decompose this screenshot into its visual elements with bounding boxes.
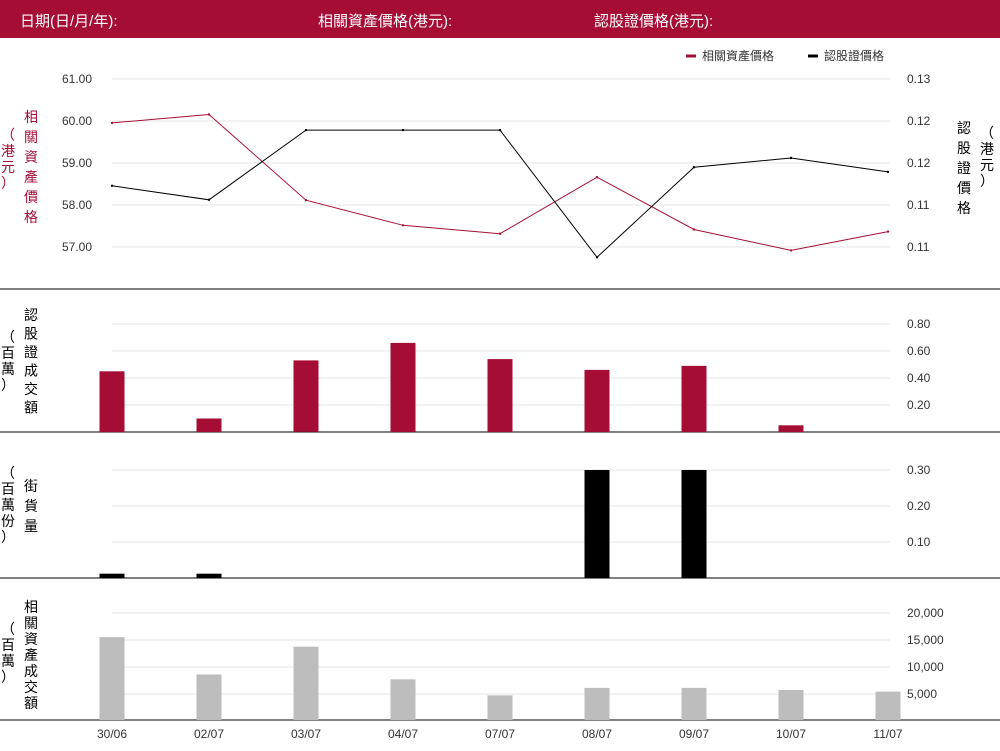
right-axis-title: 認股證價格: [957, 120, 971, 216]
left-tick-label: 60.00: [62, 114, 92, 128]
warrant-turnover-bar: [681, 365, 707, 433]
left-tick-label: 59.00: [62, 156, 92, 170]
warrant-price-point: [692, 166, 696, 169]
right-tick-label: 0.11: [907, 240, 930, 254]
outstanding-bar: [196, 573, 222, 578]
asset-price-point: [110, 121, 114, 125]
date-label: 日期(日/月/年):: [20, 13, 118, 30]
warrant-price-point: [595, 256, 599, 259]
warrant-price-point: [207, 198, 211, 201]
asset-price-point: [498, 232, 502, 235]
x-tick-label: 10/07: [776, 727, 806, 741]
right-tick-label: 0.13: [907, 72, 931, 86]
x-tick-label: 09/07: [679, 727, 709, 741]
warrant-price-line: [111, 129, 889, 259]
tick-label: 0.40: [907, 371, 931, 385]
panel-axis-unit: （百萬）: [1, 329, 15, 393]
chart-marks: [99, 113, 901, 720]
tick-label: 15,000: [907, 633, 944, 647]
tick-label: 0.30: [907, 463, 931, 477]
panel-axis-title: 相關資產成交額: [24, 599, 38, 711]
warrant-turnover-bar: [778, 425, 804, 433]
warrant-turnover-bar: [99, 371, 125, 433]
x-tick-label: 03/07: [291, 727, 321, 741]
tick-label: 0.20: [907, 499, 931, 513]
asset-turnover-bar: [487, 695, 513, 720]
asset-turnover-bar: [390, 679, 416, 720]
tick-label: 0.80: [907, 317, 931, 331]
asset-turnover-bar: [778, 690, 804, 720]
warrant-price-point: [110, 184, 114, 187]
panel-axis-title: 街貨量: [24, 478, 38, 534]
left-tick-label: 57.00: [62, 240, 92, 254]
left-axis-title: 相關資產價格: [24, 109, 38, 225]
asset-price-point: [304, 199, 308, 202]
outstanding-bar: [99, 573, 125, 578]
right-tick-label: 0.11: [907, 198, 930, 212]
tick-label: 0.20: [907, 398, 931, 412]
chart-labels: 61.00 60.00 59.00 58.00 57.00 0.13 0.12 0.12 0.1…: [1, 48, 994, 741]
x-tick-label: 07/07: [485, 727, 515, 741]
asset-price-point: [886, 230, 890, 233]
asset-price-point: [207, 113, 211, 116]
asset-price-point: [789, 249, 793, 252]
warrant-turnover-bar: [196, 418, 222, 432]
left-tick-label: 61.00: [62, 72, 92, 86]
panel-axis-title: 認股證成交額: [24, 307, 38, 416]
asset-price-point: [401, 224, 405, 227]
legend-label-asset: 相關資產價格: [702, 48, 774, 63]
header-bar: 日期(日/月/年): 相關資產價格(港元): 認股證價格(港元):: [0, 0, 1000, 38]
warrant-price-point: [401, 128, 405, 132]
warrant-turnover-bar: [293, 360, 319, 432]
asset-price-point: [692, 228, 696, 231]
x-tick-label: 02/07: [194, 727, 224, 741]
panel-axis-unit: （百萬）: [1, 621, 15, 685]
x-tick-label: 30/06: [97, 727, 127, 741]
left-axis-unit: （港元）: [1, 127, 15, 191]
asset-price-label: 相關資產價格(港元):: [318, 13, 453, 30]
asset-turnover-bar: [875, 691, 901, 720]
warrant-turnover-bar: [487, 359, 513, 432]
x-tick-label: 04/07: [388, 727, 418, 741]
warrant-price-label: 認股證價格(港元):: [594, 13, 714, 30]
asset-price-line: [111, 113, 889, 251]
x-tick-label: 11/07: [873, 727, 902, 741]
right-tick-label: 0.12: [907, 114, 931, 128]
tick-label: 0.10: [907, 535, 931, 549]
tick-label: 10,000: [907, 660, 944, 674]
warrant-turnover-bar: [390, 342, 416, 432]
warrant-price-point: [498, 128, 502, 132]
warrant-price-point: [304, 128, 308, 132]
asset-turnover-bar: [681, 687, 707, 720]
right-axis-unit: （港元）: [980, 125, 994, 189]
asset-turnover-bar: [99, 637, 125, 720]
asset-price-point: [595, 176, 599, 179]
warrant-chart: 61.00 60.00 59.00 58.00 57.00 0.13 0.12 0.12 0.1…: [0, 48, 1000, 741]
warrant-turnover-bar: [584, 369, 610, 432]
left-tick-label: 58.00: [62, 198, 92, 212]
asset-turnover-bar: [196, 674, 222, 720]
panel-axis-unit: （百萬份）: [1, 465, 15, 545]
x-tick-label: 08/07: [582, 727, 612, 741]
tick-label: 0.60: [907, 344, 931, 358]
outstanding-bar: [584, 470, 610, 578]
legend-label-warrant: 認股證價格: [824, 48, 884, 63]
tick-label: 20,000: [907, 606, 944, 620]
asset-turnover-bar: [584, 687, 610, 720]
warrant-price-point: [886, 170, 890, 174]
panel-separators: [0, 288, 1000, 721]
tick-label: 5,000: [907, 687, 937, 701]
right-tick-label: 0.12: [907, 156, 931, 170]
warrant-price-point: [789, 156, 793, 160]
outstanding-bar: [681, 470, 707, 578]
asset-turnover-bar: [293, 646, 319, 720]
